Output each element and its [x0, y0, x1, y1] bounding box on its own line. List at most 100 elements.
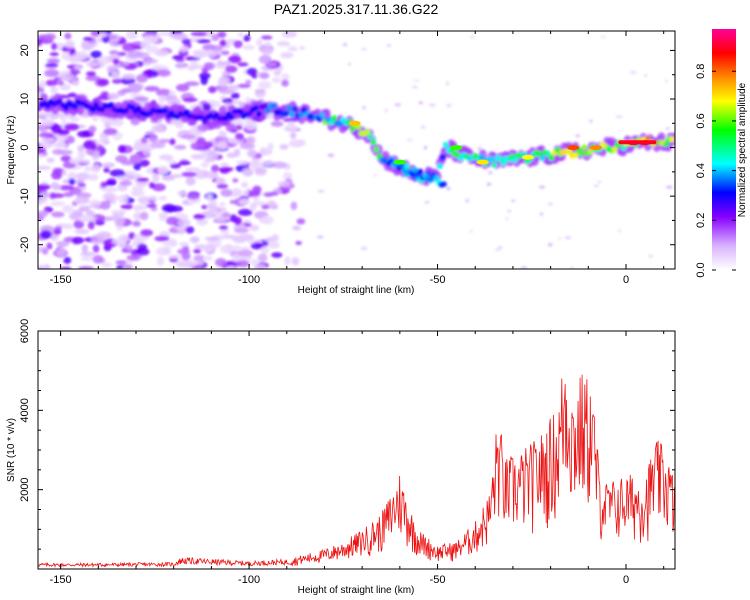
spectrogram-noise-cell: [241, 181, 249, 188]
spectrogram-noise-cell: [217, 207, 227, 212]
spectrogram-ridge-halo: [40, 93, 49, 104]
spectrogram-noise-cell: [64, 32, 72, 40]
spectrogram-noise-cell: [185, 226, 195, 234]
spectrogram-noise-cell: [63, 256, 72, 264]
spectrogram-noise-cell: [224, 260, 237, 267]
spectrogram-noise-cell: [233, 216, 242, 226]
spectrogram-noise-cell: [90, 50, 102, 59]
spectrogram-noise-cell: [87, 173, 99, 181]
spectrogram-noise-cell: [117, 239, 127, 249]
snr-panel: -150 -100 -50 0 2000 4000 6000 Height of stra…: [6, 319, 676, 596]
spectrogram-noise-cell: [233, 40, 243, 49]
colorbar-tick-label: 0.6: [695, 113, 707, 128]
spectrogram-ridge-branch-cell: [411, 166, 418, 173]
spectrogram-noise-cell: [133, 205, 141, 212]
spectrogram-noise-cell: [136, 177, 150, 182]
spectrogram-noise-cell: [570, 266, 574, 269]
spectrogram-noise-cell: [257, 253, 268, 262]
spectrogram-noise-cell: [158, 95, 166, 103]
spectrogram-noise-cell: [665, 185, 673, 189]
spectrogram-noise-cell: [193, 213, 206, 220]
spectrogram-ridge-cell: [261, 102, 268, 109]
spectrogram-ridge-cell: [331, 115, 338, 122]
spectrogram-noise-cell: [252, 201, 268, 206]
spectrogram-noise-cell: [256, 38, 263, 47]
colorbar-ticks: 0.0 0.2 0.4 0.6 0.8: [695, 64, 736, 278]
spectrogram-noise-cell: [249, 224, 260, 232]
spectrogram-noise-cell: [126, 254, 140, 261]
spectrogram-noise-cell: [111, 119, 124, 127]
spectrogram-noise-cell: [271, 77, 281, 84]
spectrogram-ridge-cell: [436, 163, 443, 170]
spectrogram-noise-cell: [191, 261, 204, 266]
spectrogram-noise-cell: [67, 92, 77, 98]
spectrogram-noise-cell: [68, 178, 76, 185]
spectrogram-ridge-cell: [620, 144, 627, 151]
spectrogram-noise-cell: [118, 210, 125, 219]
colorbar-label: Normalized spectral amplitude: [737, 82, 748, 217]
spectrogram-noise-cell: [38, 210, 49, 218]
spectrogram-hotspot-streak: [618, 140, 657, 145]
spectrogram-noise-cell: [215, 258, 227, 267]
spectrogram-noise-cell: [215, 212, 224, 217]
snr-y-tick-label: 2000: [19, 477, 31, 501]
spectrogram-noise-cell: [291, 257, 300, 266]
spectrogram-noise-cell: [98, 32, 108, 38]
spectrogram-noise-cell: [597, 180, 602, 183]
spectrogram-hotspot: [567, 145, 580, 151]
spectrogram-noise-cell: [423, 145, 428, 150]
spectrogram-noise-cell: [174, 226, 185, 231]
snr-x-axis-label: Height of straight line (km): [298, 585, 415, 596]
spectrogram-noise-cell: [40, 118, 54, 127]
spectrogram-noise-cell: [200, 76, 208, 86]
spectrogram-noise-cell: [347, 62, 352, 66]
spectrogram-noise-cell: [217, 140, 228, 150]
spectrogram-noise-cell: [82, 197, 90, 204]
spectrogram-noise-cell: [225, 123, 236, 133]
spectrogram-noise-cell: [76, 172, 90, 181]
spectrogram-noise-cell: [55, 249, 67, 257]
spectrogram-hotspot: [589, 145, 602, 151]
spectrogram-noise-cell: [281, 73, 290, 82]
spectrogram-noise-cell: [87, 220, 95, 230]
spectrogram-noise-cell: [176, 190, 186, 197]
spectrogram-noise-cell: [118, 194, 129, 204]
spectrogram-noise-cell: [203, 171, 219, 179]
spectrogram-noise-cell: [208, 86, 217, 94]
spectrogram-noise-cell: [295, 240, 302, 246]
spectrogram-noise-cell: [38, 265, 45, 269]
spectrogram-noise-cell: [266, 62, 277, 67]
spectrogram-noise-cell: [178, 259, 194, 265]
spectrogram-noise-cell: [182, 97, 198, 103]
spectrogram-noise-cell: [384, 108, 388, 113]
colorbar-tick-label: 0.4: [695, 163, 707, 178]
spectrogram-noise-cell: [186, 193, 200, 200]
spectrogram-noise-cell: [281, 79, 289, 87]
spectrogram-noise-cell: [203, 49, 217, 58]
spectrogram-noise-cell: [38, 80, 47, 89]
spectrogram-x-ticks: -150 -100 -50 0: [50, 31, 665, 286]
spectrogram-noise-cell: [271, 252, 283, 258]
spectrogram-noise-cell: [148, 181, 156, 189]
spectrogram-noise-cell: [154, 49, 169, 57]
spectrogram-noise-cell: [100, 181, 108, 188]
spectrogram-ridge-cell: [252, 104, 259, 111]
spectrogram-noise-cell: [137, 52, 150, 60]
spectrogram-noise-cell: [190, 64, 205, 70]
spectrogram-noise-cell: [644, 74, 648, 77]
spectrogram-noise-cell: [244, 96, 252, 102]
spectrogram-noise-cell: [511, 199, 516, 202]
spectrogram-noise-cell: [629, 70, 637, 75]
spectrogram-ridge-cell: [587, 148, 594, 155]
spectrogram-noise-cell: [102, 192, 116, 201]
spectrogram-noise-cell: [271, 233, 280, 242]
spectrogram-noise-cell: [136, 74, 148, 83]
spectrogram-noise-cell: [203, 62, 214, 71]
spectrogram-noise-cell: [132, 220, 141, 227]
spectrogram-noise-cell: [74, 228, 90, 235]
spectrogram-noise-cell: [51, 42, 58, 51]
spectrogram-x-axis-label: Height of straight line (km): [298, 285, 415, 296]
spectrogram-noise-cell: [133, 146, 148, 151]
spectrogram-noise-cell: [373, 174, 378, 177]
